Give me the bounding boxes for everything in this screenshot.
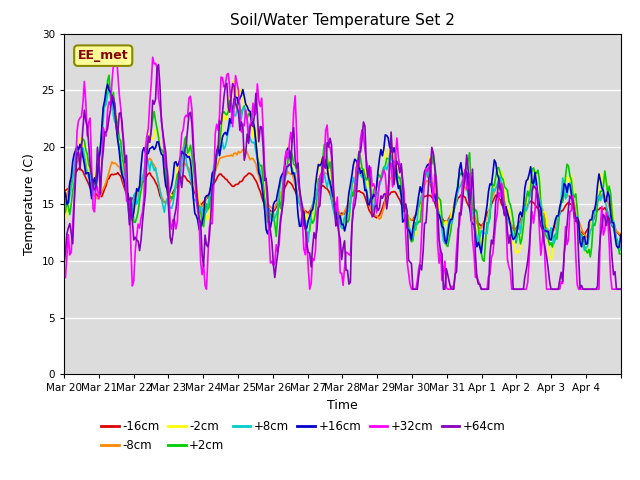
- -16cm: [458, 192, 466, 198]
- +32cm: [113, 51, 120, 57]
- +8cm: [97, 144, 104, 150]
- +2cm: [617, 251, 625, 257]
- +64cm: [460, 183, 468, 189]
- Line: +16cm: +16cm: [64, 84, 621, 253]
- -8cm: [616, 231, 623, 237]
- -8cm: [541, 216, 549, 221]
- +2cm: [616, 251, 623, 257]
- +64cm: [543, 254, 550, 260]
- +16cm: [543, 228, 550, 234]
- +16cm: [458, 171, 466, 177]
- +32cm: [616, 286, 623, 292]
- -2cm: [230, 77, 238, 83]
- +2cm: [543, 234, 550, 240]
- Line: -16cm: -16cm: [64, 168, 621, 236]
- -8cm: [617, 230, 625, 236]
- +32cm: [349, 201, 357, 206]
- -8cm: [458, 181, 466, 187]
- +8cm: [617, 247, 625, 253]
- +8cm: [60, 207, 68, 213]
- -2cm: [547, 257, 555, 263]
- +16cm: [616, 244, 623, 250]
- -16cm: [75, 166, 83, 171]
- +64cm: [617, 286, 625, 292]
- -16cm: [98, 194, 106, 200]
- -8cm: [239, 146, 246, 152]
- -16cm: [541, 223, 549, 229]
- +32cm: [617, 286, 625, 292]
- +8cm: [348, 184, 356, 190]
- +64cm: [79, 126, 87, 132]
- +8cm: [79, 145, 87, 151]
- -16cm: [614, 230, 621, 236]
- +32cm: [97, 186, 104, 192]
- -16cm: [617, 233, 625, 239]
- +8cm: [458, 178, 466, 184]
- +2cm: [97, 143, 104, 148]
- +64cm: [409, 286, 417, 292]
- +8cm: [105, 86, 113, 92]
- +64cm: [348, 223, 356, 229]
- +32cm: [79, 101, 87, 107]
- -2cm: [348, 185, 356, 191]
- -16cm: [60, 189, 68, 195]
- -2cm: [617, 246, 625, 252]
- -2cm: [97, 142, 104, 147]
- +16cm: [104, 82, 111, 87]
- +2cm: [105, 72, 113, 78]
- +32cm: [203, 286, 211, 292]
- +16cm: [477, 250, 485, 256]
- -2cm: [79, 144, 87, 150]
- +16cm: [617, 232, 625, 238]
- Text: EE_met: EE_met: [78, 49, 129, 62]
- +2cm: [348, 189, 356, 195]
- -8cm: [79, 152, 87, 158]
- Title: Soil/Water Temperature Set 2: Soil/Water Temperature Set 2: [230, 13, 455, 28]
- -8cm: [97, 193, 104, 199]
- +32cm: [543, 286, 550, 292]
- +64cm: [616, 286, 623, 292]
- Y-axis label: Temperature (C): Temperature (C): [23, 153, 36, 255]
- -16cm: [81, 172, 88, 178]
- +64cm: [60, 262, 68, 267]
- +8cm: [616, 243, 623, 249]
- -8cm: [582, 235, 589, 240]
- Line: +8cm: +8cm: [64, 89, 621, 251]
- Line: -2cm: -2cm: [64, 80, 621, 260]
- +16cm: [348, 173, 356, 179]
- -16cm: [348, 193, 356, 199]
- +64cm: [97, 191, 104, 197]
- +2cm: [480, 258, 488, 264]
- +8cm: [541, 229, 549, 235]
- X-axis label: Time: Time: [327, 399, 358, 412]
- -2cm: [458, 178, 466, 183]
- +32cm: [60, 268, 68, 274]
- -2cm: [60, 215, 68, 221]
- Line: +2cm: +2cm: [64, 75, 621, 261]
- Line: +32cm: +32cm: [64, 54, 621, 289]
- +2cm: [79, 136, 87, 142]
- -2cm: [541, 209, 549, 215]
- +64cm: [155, 62, 163, 68]
- +16cm: [60, 195, 68, 201]
- +32cm: [460, 173, 468, 179]
- -8cm: [60, 204, 68, 209]
- +2cm: [458, 172, 466, 178]
- +8cm: [580, 248, 588, 253]
- +2cm: [60, 211, 68, 217]
- +16cm: [79, 154, 87, 159]
- -2cm: [616, 243, 623, 249]
- +16cm: [97, 147, 104, 153]
- Line: +64cm: +64cm: [64, 65, 621, 289]
- Line: -8cm: -8cm: [64, 149, 621, 238]
- Legend: -16cm, -8cm, -2cm, +2cm, +8cm, +16cm, +32cm, +64cm: -16cm, -8cm, -2cm, +2cm, +8cm, +16cm, +3…: [97, 416, 511, 457]
- -8cm: [348, 185, 356, 191]
